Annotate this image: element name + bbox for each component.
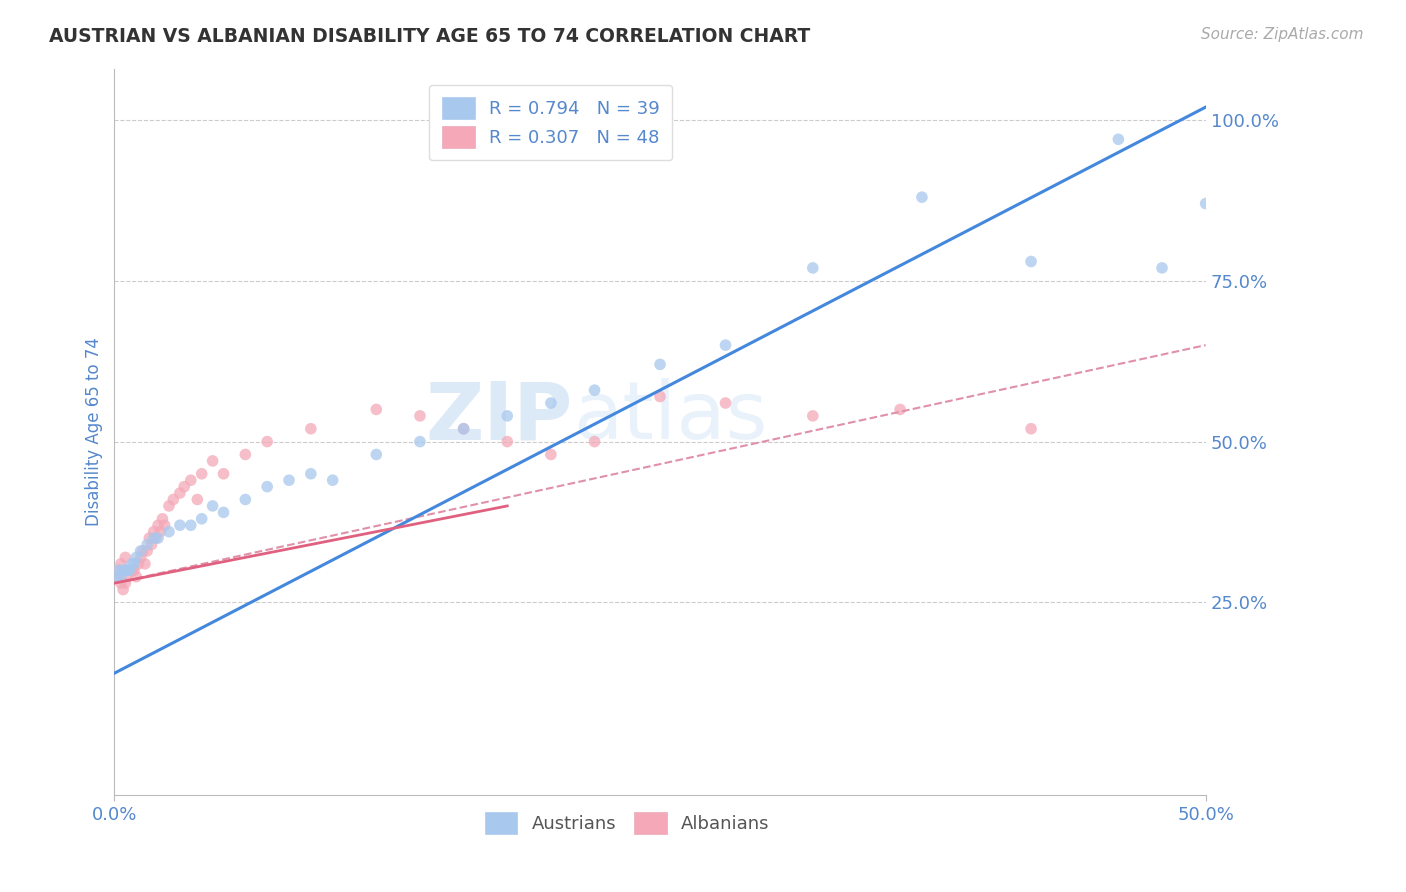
Point: [114, 576, 136, 591]
Text: atlas: atlas: [572, 378, 768, 457]
Point: [648, 358, 671, 372]
Point: [127, 557, 149, 571]
Point: [256, 480, 278, 494]
Text: Source: ZipAtlas.com: Source: ZipAtlas.com: [1201, 27, 1364, 42]
Point: [105, 570, 128, 584]
Point: [1150, 260, 1173, 275]
Point: [322, 473, 344, 487]
Point: [152, 512, 174, 526]
Point: [801, 260, 824, 275]
Point: [201, 499, 224, 513]
Point: [801, 409, 824, 423]
Point: [169, 486, 191, 500]
Point: [132, 544, 155, 558]
Legend: Austrians, Albanians: Austrians, Albanians: [474, 801, 780, 845]
Point: [136, 537, 159, 551]
Point: [180, 473, 202, 487]
Point: [648, 390, 671, 404]
Point: [122, 563, 145, 577]
Point: [453, 422, 475, 436]
Point: [212, 467, 235, 481]
Point: [453, 422, 475, 436]
Point: [299, 422, 322, 436]
Point: [107, 563, 129, 577]
Point: [110, 576, 132, 591]
Point: [153, 518, 176, 533]
Point: [114, 550, 136, 565]
Point: [714, 338, 737, 352]
Point: [169, 518, 191, 533]
Point: [117, 570, 139, 584]
Point: [496, 409, 519, 423]
Point: [540, 448, 562, 462]
Point: [129, 550, 152, 565]
Point: [122, 557, 145, 571]
Point: [129, 544, 152, 558]
Point: [157, 524, 180, 539]
Point: [146, 531, 169, 545]
Point: [162, 492, 184, 507]
Point: [118, 563, 141, 577]
Point: [145, 531, 167, 545]
Point: [112, 563, 135, 577]
Point: [366, 448, 388, 462]
Point: [409, 434, 432, 449]
Point: [201, 454, 224, 468]
Point: [118, 563, 141, 577]
Point: [190, 512, 212, 526]
Point: [125, 570, 148, 584]
Point: [889, 402, 911, 417]
Point: [110, 557, 132, 571]
Point: [186, 492, 208, 507]
Point: [714, 396, 737, 410]
Point: [583, 434, 606, 449]
Point: [1019, 422, 1042, 436]
Point: [278, 473, 301, 487]
Point: [110, 570, 132, 584]
Point: [121, 563, 143, 577]
Point: [107, 563, 129, 577]
Point: [190, 467, 212, 481]
Point: [1107, 132, 1129, 146]
Point: [149, 524, 172, 539]
Point: [136, 544, 159, 558]
Point: [173, 480, 195, 494]
Point: [911, 190, 934, 204]
Point: [256, 434, 278, 449]
Point: [212, 505, 235, 519]
Point: [117, 563, 139, 577]
Point: [146, 518, 169, 533]
Point: [142, 524, 165, 539]
Point: [141, 537, 163, 551]
Point: [366, 402, 388, 417]
Y-axis label: Disability Age 65 to 74: Disability Age 65 to 74: [86, 337, 103, 526]
Point: [496, 434, 519, 449]
Point: [235, 448, 257, 462]
Point: [299, 467, 322, 481]
Point: [583, 383, 606, 397]
Point: [409, 409, 432, 423]
Point: [540, 396, 562, 410]
Point: [1195, 196, 1218, 211]
Point: [125, 550, 148, 565]
Point: [112, 582, 135, 597]
Text: ZIP: ZIP: [426, 378, 572, 457]
Point: [138, 531, 160, 545]
Point: [114, 563, 136, 577]
Text: AUSTRIAN VS ALBANIAN DISABILITY AGE 65 TO 74 CORRELATION CHART: AUSTRIAN VS ALBANIAN DISABILITY AGE 65 T…: [49, 27, 810, 45]
Point: [142, 531, 165, 545]
Point: [105, 570, 128, 584]
Point: [121, 557, 143, 571]
Point: [134, 557, 156, 571]
Point: [180, 518, 202, 533]
Point: [235, 492, 257, 507]
Point: [157, 499, 180, 513]
Point: [1019, 254, 1042, 268]
